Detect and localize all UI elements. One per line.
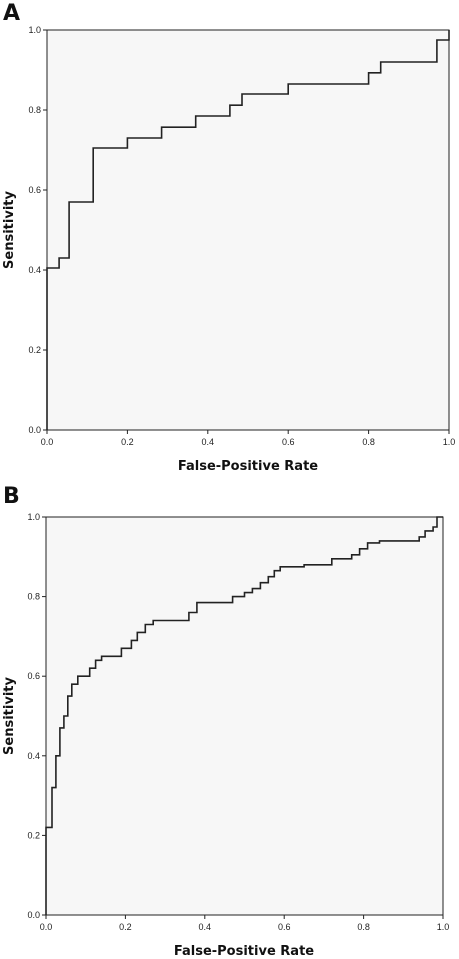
x-tick-label-a-5: 1.0 bbox=[443, 437, 456, 447]
x-tick-label-a-0: 0.0 bbox=[41, 437, 54, 447]
x-tick-label-b-3: 0.6 bbox=[278, 922, 291, 932]
x-tick-label-b-1: 0.2 bbox=[119, 922, 132, 932]
y-tick-label-a-5: 1.0 bbox=[28, 25, 41, 35]
x-tick-label-a-1: 0.2 bbox=[121, 437, 134, 447]
y-tick-label-a-4: 0.8 bbox=[28, 105, 41, 115]
x-axis-title-b: False-Positive Rate bbox=[174, 944, 314, 959]
y-tick-label-a-1: 0.2 bbox=[28, 345, 41, 355]
y-tick-label-b-0: 0.0 bbox=[27, 910, 40, 920]
y-tick-label-a-3: 0.6 bbox=[28, 185, 41, 195]
roc-curve-b bbox=[45, 516, 443, 915]
plot-area-a bbox=[46, 29, 450, 431]
y-tick-label-b-2: 0.4 bbox=[27, 751, 40, 761]
x-tick-label-a-4: 0.8 bbox=[362, 437, 375, 447]
roc-panel-b: B 0.0 0.2 0.4 0.6 0.8 1.0 0.0 0.2 0.4 0.6 0.8 1.0 F… bbox=[2, 484, 449, 959]
plot-area-b bbox=[45, 516, 444, 916]
x-tick-label-b-2: 0.4 bbox=[199, 922, 212, 932]
y-tick-label-a-2: 0.4 bbox=[28, 265, 41, 275]
y-tick-label-b-5: 1.0 bbox=[27, 512, 40, 522]
x-tick-label-b-4: 0.8 bbox=[357, 922, 370, 932]
ticks-b: 0.0 0.2 0.4 0.6 0.8 1.0 0.0 0.2 0.4 0.6 0.8 1.0 bbox=[27, 512, 449, 932]
x-axis-title-a: False-Positive Rate bbox=[178, 459, 318, 474]
panel-label-b: B bbox=[3, 484, 20, 509]
x-tick-label-a-3: 0.6 bbox=[282, 437, 295, 447]
ticks-a: 0.0 0.2 0.4 0.6 0.8 1.0 0.0 0.2 0.4 0.6 0.8 1.0 bbox=[28, 25, 455, 447]
roc-curve-a bbox=[46, 30, 450, 430]
y-tick-label-b-4: 0.8 bbox=[27, 592, 40, 602]
y-axis-title-a: Sensitivity bbox=[2, 191, 17, 269]
roc-panel-a: A 0.0 0.2 0.4 0.6 0.8 1.0 0.0 0.2 0.4 0.6 0.8 1.0 F… bbox=[2, 1, 455, 474]
x-tick-label-b-5: 1.0 bbox=[437, 922, 450, 932]
y-tick-label-b-1: 0.2 bbox=[27, 830, 40, 840]
y-axis-title-b: Sensitivity bbox=[2, 677, 17, 755]
panel-label-a: A bbox=[3, 1, 20, 26]
y-tick-label-b-3: 0.6 bbox=[27, 671, 40, 681]
x-tick-label-b-0: 0.0 bbox=[40, 922, 53, 932]
y-tick-label-a-0: 0.0 bbox=[28, 425, 41, 435]
x-tick-label-a-2: 0.4 bbox=[202, 437, 215, 447]
